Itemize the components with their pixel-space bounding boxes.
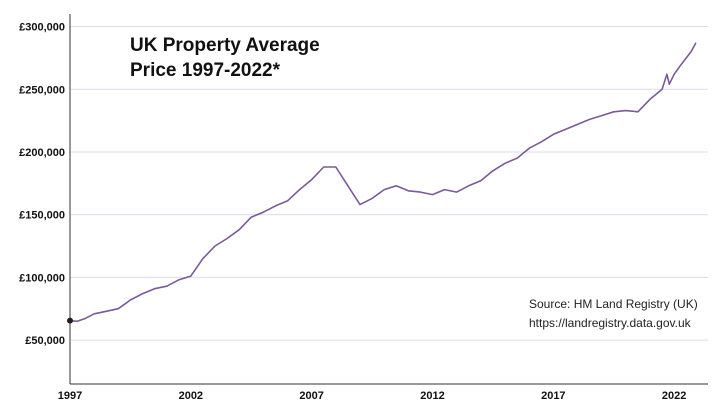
x-tick-label: 2022 xyxy=(662,390,686,402)
series xyxy=(67,42,697,324)
x-tick-label: 2007 xyxy=(299,390,323,402)
x-tick-label: 2012 xyxy=(420,390,444,402)
y-tick-label: £250,000 xyxy=(19,84,65,96)
x-tick-label: 1997 xyxy=(58,390,82,402)
y-tick-label: £100,000 xyxy=(19,272,65,284)
gridlines xyxy=(70,26,708,341)
y-tick-label: £50,000 xyxy=(25,335,65,347)
y-tick-label: £200,000 xyxy=(19,147,65,159)
x-tick-label: 2017 xyxy=(541,390,565,402)
source-url: https://landregistry.data.gov.uk xyxy=(529,316,692,330)
y-tick-labels: £50,000 £100,000 £150,000 £200,000 £250,000 £… xyxy=(19,22,65,348)
chart-title-line-1: UK Property Average xyxy=(130,35,320,56)
x-tick-label: 2002 xyxy=(179,390,203,402)
source-label: Source: HM Land Registry (UK) xyxy=(529,297,698,311)
y-tick-label: £150,000 xyxy=(19,210,65,222)
series-line xyxy=(69,42,697,323)
chart-title-line-2: Price 1997-2022* xyxy=(130,60,281,81)
x-tick-labels: 1997 2002 2007 2012 2017 2022 xyxy=(58,390,687,402)
series-start-point xyxy=(67,317,73,324)
y-tick-label: £300,000 xyxy=(19,22,65,34)
